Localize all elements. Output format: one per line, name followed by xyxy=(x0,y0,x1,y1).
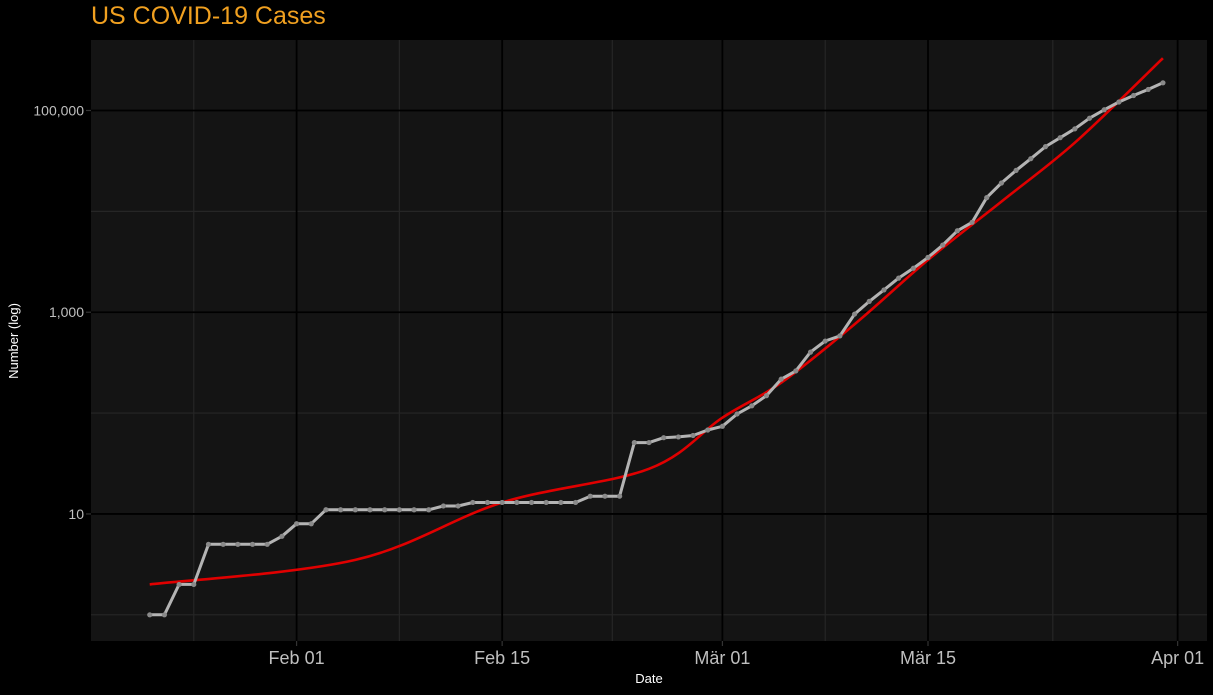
cases-data-point xyxy=(558,499,564,506)
cases-data-point xyxy=(323,507,329,513)
cases-data-point xyxy=(690,432,696,439)
cases-data-point xyxy=(881,287,887,293)
cases-data-point xyxy=(998,180,1005,186)
cases-data-point xyxy=(763,393,770,399)
cases-data-point xyxy=(279,533,285,539)
cases-data-point xyxy=(602,493,608,499)
cases-data-point xyxy=(837,333,843,339)
cases-data-point xyxy=(1116,99,1122,105)
cases-data-point xyxy=(1042,144,1049,150)
cases-data-point xyxy=(749,403,755,409)
cases-data-point xyxy=(851,311,858,317)
cases-data-point xyxy=(293,521,300,527)
cases-data-point xyxy=(411,507,417,513)
y-axis: 10 1,000 100,000 xyxy=(33,102,91,522)
x-tick-label: Feb 15 xyxy=(474,648,530,668)
cases-data-point xyxy=(1057,135,1063,141)
cases-data-point xyxy=(1072,126,1078,132)
cases-data-point xyxy=(1130,92,1137,99)
cases-data-point xyxy=(940,242,946,248)
cases-data-point xyxy=(705,427,711,433)
trend-line xyxy=(149,57,1164,586)
cases-data-point xyxy=(661,435,667,441)
series-layer xyxy=(147,80,1166,618)
cases-data-point xyxy=(822,338,828,344)
chart-title: US COVID-19 Cases xyxy=(91,2,326,30)
cases-data-point xyxy=(470,499,476,506)
cases-data-point xyxy=(499,499,505,506)
cases-data-point xyxy=(984,195,990,201)
cases-data-point xyxy=(1160,80,1166,86)
plot-panel xyxy=(91,40,1207,641)
y-tick-label: 1,000 xyxy=(49,304,84,320)
cases-data-point xyxy=(675,434,681,440)
cases-data-point xyxy=(235,541,241,547)
cases-data-point xyxy=(1101,107,1107,113)
cases-data-point xyxy=(514,499,520,506)
cases-data-point xyxy=(205,541,212,547)
cases-data-point xyxy=(646,439,652,446)
y-tick-label: 10 xyxy=(68,506,84,522)
cases-data-point xyxy=(954,228,960,234)
cases-data-point xyxy=(1013,167,1019,173)
y-tick-label: 100,000 xyxy=(33,102,84,118)
cases-data-point xyxy=(807,349,814,355)
x-tick-label: Mär 15 xyxy=(900,648,956,668)
cases-data-point xyxy=(1086,115,1093,121)
cases-data-point xyxy=(220,541,226,547)
x-tick-label: Mär 01 xyxy=(694,648,750,668)
x-axis-title: Date xyxy=(635,671,662,686)
cases-data-point xyxy=(631,439,637,446)
cases-data-point xyxy=(617,493,623,499)
cases-data-point xyxy=(543,499,549,506)
cases-data-point xyxy=(969,219,975,225)
cases-data-point xyxy=(455,503,461,509)
cases-data-point xyxy=(308,521,314,527)
cases-data-point xyxy=(367,507,373,513)
cases-data-point xyxy=(484,499,491,506)
cases-data-point xyxy=(396,507,402,513)
cases-data-point xyxy=(264,541,270,547)
cases-data-point xyxy=(866,298,872,304)
cases-series-line xyxy=(149,81,1164,617)
cases-data-point xyxy=(440,503,447,509)
cases-data-point xyxy=(528,499,535,506)
cases-data-point xyxy=(352,507,358,513)
cases-data-point xyxy=(382,507,388,513)
x-tick-label: Feb 01 xyxy=(269,648,325,668)
cases-data-point xyxy=(426,507,432,513)
cases-data-point xyxy=(1028,156,1034,162)
cases-data-point xyxy=(161,612,168,618)
y-axis-title: Number (log) xyxy=(6,303,21,379)
cases-data-point xyxy=(925,254,931,260)
cases-data-point xyxy=(587,493,593,499)
cases-data-point xyxy=(338,507,344,513)
cases-data-point xyxy=(147,612,153,618)
cases-data-point xyxy=(793,368,799,374)
cases-data-point xyxy=(249,541,256,547)
cases-data-point xyxy=(572,499,579,506)
cases-data-point xyxy=(778,376,784,382)
major-gridlines xyxy=(91,40,1207,641)
cases-data-point xyxy=(719,423,726,429)
cases-data-point xyxy=(896,275,902,281)
trend-layer xyxy=(149,57,1164,586)
cases-data-point xyxy=(1145,86,1151,93)
x-tick-label: Apr 01 xyxy=(1151,648,1204,668)
cases-data-point xyxy=(176,581,182,588)
cases-data-point xyxy=(734,411,740,417)
cases-data-point xyxy=(910,265,916,271)
x-axis: Feb 01 Feb 15 Mär 01 Mär 15 Apr 01 xyxy=(269,641,1204,668)
cases-data-point xyxy=(191,581,197,588)
